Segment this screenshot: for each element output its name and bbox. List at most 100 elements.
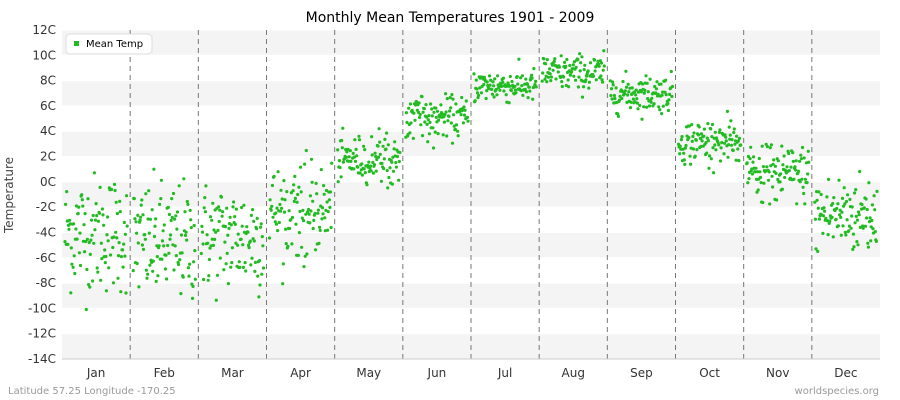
data-point xyxy=(255,227,259,231)
data-point xyxy=(99,278,103,282)
data-point xyxy=(640,117,644,121)
data-point xyxy=(309,157,314,161)
data-point xyxy=(316,211,320,215)
data-point xyxy=(466,119,470,123)
data-point xyxy=(616,112,620,116)
data-point xyxy=(452,113,456,117)
data-point xyxy=(322,192,326,196)
data-point xyxy=(205,233,209,237)
data-point xyxy=(582,85,586,89)
data-point xyxy=(322,184,326,188)
data-point xyxy=(387,175,391,180)
data-point xyxy=(243,261,247,265)
data-point xyxy=(248,239,252,243)
data-point xyxy=(461,121,465,125)
y-tick-label: -14C xyxy=(28,352,56,366)
data-point xyxy=(776,159,780,163)
data-point xyxy=(439,103,443,107)
data-point xyxy=(699,132,704,136)
data-point xyxy=(616,114,621,118)
data-point xyxy=(390,160,394,164)
y-tick-label: -8C xyxy=(36,276,56,290)
data-point xyxy=(284,242,288,246)
data-point xyxy=(215,273,220,277)
data-point xyxy=(660,112,664,116)
data-point xyxy=(431,146,436,150)
data-point xyxy=(276,229,280,233)
data-point xyxy=(371,160,375,164)
data-point xyxy=(378,152,382,156)
data-point xyxy=(646,97,650,101)
data-point xyxy=(523,87,527,91)
data-point xyxy=(321,212,325,216)
data-point xyxy=(660,93,664,97)
data-point xyxy=(183,233,188,237)
data-point xyxy=(372,163,377,167)
data-point xyxy=(418,112,422,117)
data-point xyxy=(690,139,694,143)
data-point xyxy=(850,205,854,209)
data-point xyxy=(144,268,148,272)
data-point xyxy=(564,64,568,68)
data-point xyxy=(157,244,161,248)
data-point xyxy=(600,78,604,82)
data-point xyxy=(206,241,210,245)
data-point xyxy=(148,217,152,221)
data-point xyxy=(645,105,649,109)
data-point xyxy=(857,213,861,217)
data-point xyxy=(360,173,364,177)
data-point xyxy=(482,75,486,79)
data-point xyxy=(144,192,148,196)
data-point xyxy=(236,243,240,247)
data-point xyxy=(791,151,795,155)
data-point xyxy=(173,217,177,221)
data-point xyxy=(340,146,344,150)
data-point xyxy=(160,239,165,243)
data-point xyxy=(787,151,791,156)
data-point xyxy=(559,54,563,58)
data-point xyxy=(95,266,99,270)
data-point xyxy=(151,259,155,263)
data-point xyxy=(358,171,362,175)
data-point xyxy=(758,170,762,174)
data-point xyxy=(211,201,215,205)
data-point xyxy=(726,155,730,159)
data-point xyxy=(574,65,578,69)
data-point xyxy=(252,239,256,243)
data-point xyxy=(544,62,548,66)
data-point xyxy=(542,57,546,61)
data-point xyxy=(424,103,428,107)
data-point xyxy=(613,96,617,101)
data-point xyxy=(448,109,452,113)
data-point xyxy=(113,188,117,193)
data-point xyxy=(326,228,330,232)
data-point xyxy=(398,150,402,155)
data-point xyxy=(155,255,159,259)
data-point xyxy=(709,127,713,131)
data-point xyxy=(78,263,83,268)
y-tick-label: 6C xyxy=(40,99,56,113)
data-point xyxy=(411,136,415,140)
data-point xyxy=(485,80,489,84)
data-point xyxy=(816,206,820,210)
data-point xyxy=(347,159,351,163)
data-point xyxy=(441,133,445,137)
data-point xyxy=(774,171,778,175)
data-point xyxy=(817,190,821,194)
data-point xyxy=(524,77,528,81)
data-point xyxy=(653,84,657,89)
data-point xyxy=(91,279,95,283)
data-point xyxy=(847,229,851,233)
data-point xyxy=(308,194,312,198)
x-tick-label: Sep xyxy=(630,366,653,380)
data-point xyxy=(450,141,455,145)
data-point xyxy=(292,183,296,187)
data-point xyxy=(256,274,260,278)
data-point xyxy=(278,202,282,207)
data-point xyxy=(871,227,875,231)
data-point xyxy=(417,101,421,105)
data-point xyxy=(858,169,862,174)
data-point xyxy=(105,233,109,237)
data-point xyxy=(119,290,123,294)
data-point xyxy=(525,82,530,86)
